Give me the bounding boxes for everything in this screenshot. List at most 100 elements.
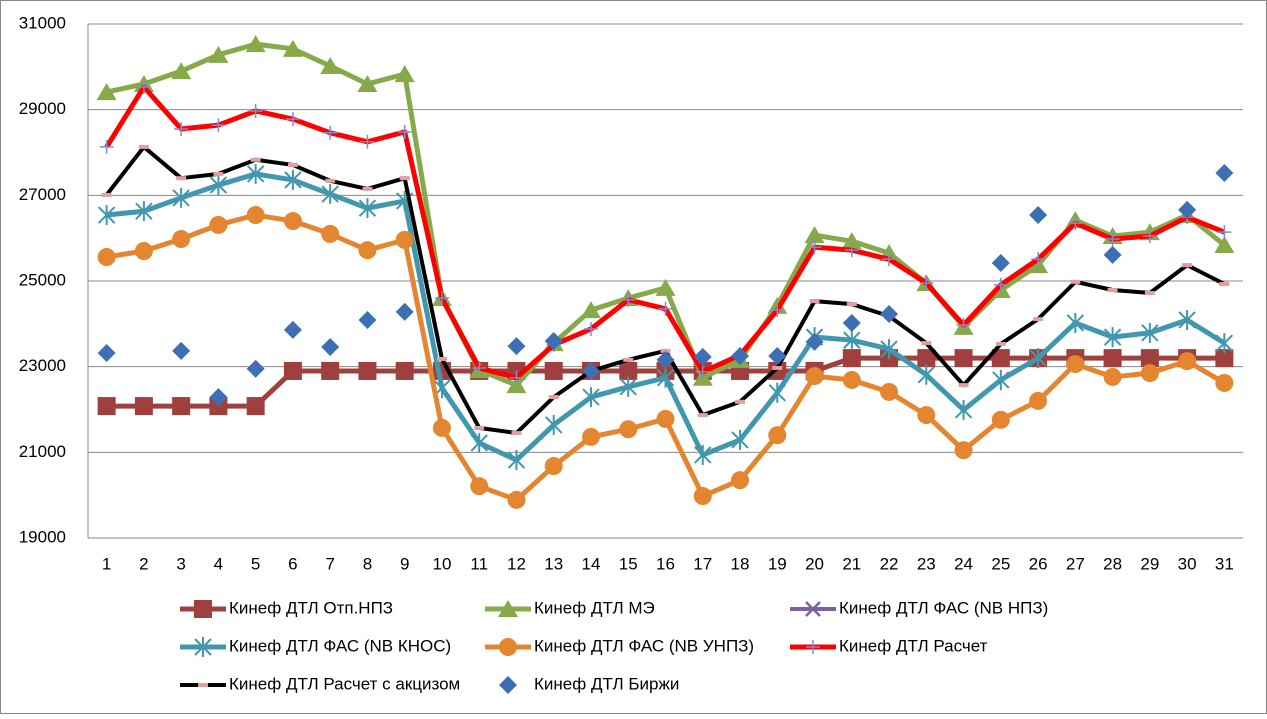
marker <box>656 367 675 388</box>
marker <box>209 388 228 407</box>
marker <box>323 125 338 140</box>
marker <box>1103 327 1122 348</box>
marker <box>544 331 563 350</box>
marker <box>135 201 153 222</box>
marker <box>321 337 340 356</box>
marker <box>172 341 191 360</box>
x-tick-label: 10 <box>432 554 451 573</box>
y-tick-label: 19000 <box>19 527 66 546</box>
marker <box>321 361 340 380</box>
x-tick-label: 19 <box>768 554 787 573</box>
legend-marker <box>194 637 212 657</box>
marker <box>619 420 638 439</box>
marker <box>507 337 526 356</box>
marker <box>245 35 266 53</box>
marker <box>1144 290 1155 295</box>
marker <box>101 192 112 197</box>
marker <box>991 349 1010 368</box>
legend-item: Кинеф ДТЛ Биржи <box>499 674 679 694</box>
marker <box>545 414 563 435</box>
marker <box>1178 309 1196 330</box>
marker <box>136 79 151 94</box>
x-tick-label: 4 <box>214 554 223 573</box>
marker <box>619 376 637 397</box>
marker <box>1107 287 1118 292</box>
legend-marker <box>805 601 821 617</box>
x-tick-label: 3 <box>176 554 185 573</box>
marker <box>841 232 862 250</box>
legend-item: Кинеф ДТЛ ФАС (NB НПЗ) <box>790 598 1048 617</box>
marker <box>991 254 1010 273</box>
x-tick-label: 6 <box>288 554 297 573</box>
marker <box>474 425 485 430</box>
marker <box>1029 348 1047 369</box>
marker <box>134 242 153 261</box>
marker <box>1103 245 1122 264</box>
y-tick-label: 31000 <box>19 13 66 32</box>
legend-label: Кинеф ДТЛ ФАС (NB КНОС) <box>229 636 451 655</box>
x-tick-label: 30 <box>1178 554 1197 573</box>
marker <box>623 357 634 362</box>
marker <box>283 361 302 380</box>
marker <box>470 477 489 496</box>
marker <box>1215 333 1234 354</box>
series <box>99 79 1232 385</box>
x-tick-label: 28 <box>1103 554 1122 573</box>
marker <box>846 302 857 307</box>
marker <box>548 395 559 400</box>
marker <box>395 302 414 321</box>
marker <box>282 39 303 57</box>
marker <box>171 62 192 80</box>
marker <box>358 361 377 380</box>
marker <box>283 212 302 231</box>
legend-item: Кинеф ДТЛ Расчет с акцизом <box>180 674 460 693</box>
marker <box>621 292 636 307</box>
marker <box>97 397 116 416</box>
marker <box>176 176 187 181</box>
marker <box>768 426 787 445</box>
marker <box>470 432 488 453</box>
marker <box>209 215 228 234</box>
marker <box>397 124 412 139</box>
marker <box>880 382 899 401</box>
marker <box>509 370 524 385</box>
x-tick-label: 13 <box>544 554 563 573</box>
marker <box>250 157 261 162</box>
x-tick-label: 15 <box>619 554 638 573</box>
marker <box>436 356 447 361</box>
marker <box>432 418 451 437</box>
y-tick-label: 27000 <box>19 185 66 204</box>
marker <box>991 410 1010 429</box>
legend-label: Кинеф ДТЛ МЭ <box>534 598 655 617</box>
legend-item: Кинеф ДТЛ Расчет <box>790 636 988 655</box>
marker <box>695 364 710 379</box>
marker <box>842 370 861 389</box>
marker <box>655 278 676 296</box>
x-tick-label: 20 <box>805 554 824 573</box>
marker <box>1219 281 1230 286</box>
marker <box>693 347 712 366</box>
marker <box>472 360 487 375</box>
marker <box>325 178 336 183</box>
marker <box>697 413 708 418</box>
marker <box>357 74 378 92</box>
marker <box>917 406 936 425</box>
marker <box>434 291 449 306</box>
marker <box>919 276 934 291</box>
marker <box>399 176 410 181</box>
marker <box>1033 317 1044 322</box>
x-tick-label: 27 <box>1066 554 1085 573</box>
marker <box>97 205 116 226</box>
marker <box>995 341 1006 346</box>
marker <box>993 277 1008 292</box>
marker <box>772 365 783 370</box>
marker <box>842 349 861 368</box>
marker <box>1070 279 1081 284</box>
marker <box>97 248 116 267</box>
marker <box>1140 364 1159 383</box>
legend-item: Кинеф ДТЛ ФАС (NB УНПЗ) <box>485 636 754 656</box>
legend-marker <box>806 640 820 654</box>
marker <box>917 349 936 368</box>
marker <box>1029 206 1048 225</box>
